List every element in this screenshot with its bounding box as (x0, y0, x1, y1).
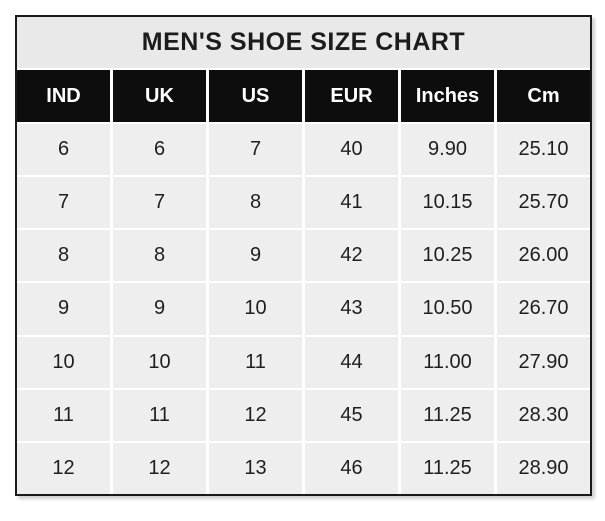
table-cell: 12 (113, 442, 206, 494)
table-cell: 9 (17, 283, 110, 335)
table-cell: 11.25 (401, 389, 494, 441)
column-header-ind: IND (17, 70, 110, 122)
table-cell: 10 (209, 283, 302, 335)
table-cell: 40 (305, 124, 398, 176)
table-cell: 8 (209, 177, 302, 229)
table-cell: 11.00 (401, 336, 494, 388)
table-cell: 8 (113, 230, 206, 282)
table-cell: 26.00 (497, 230, 590, 282)
table-cell: 42 (305, 230, 398, 282)
column-header-cm: Cm (497, 70, 590, 122)
table-cell: 11 (17, 389, 110, 441)
table-cell: 8 (17, 230, 110, 282)
table-cell: 43 (305, 283, 398, 335)
table-cell: 25.70 (497, 177, 590, 229)
chart-frame: MEN'S SHOE SIZE CHART IND UK US EUR Inches Cm… (15, 15, 592, 496)
table-cell: 9 (113, 283, 206, 335)
table-cell: 9.90 (401, 124, 494, 176)
table-cell: 11 (209, 336, 302, 388)
table-cell: 28.30 (497, 389, 590, 441)
table-cell: 10 (17, 336, 110, 388)
column-header-eur: EUR (305, 70, 398, 122)
table-cell: 6 (17, 124, 110, 176)
chart-title: MEN'S SHOE SIZE CHART (17, 17, 590, 68)
table-cell: 7 (113, 177, 206, 229)
column-header-us: US (209, 70, 302, 122)
table-cell: 13 (209, 442, 302, 494)
table-cell: 10.25 (401, 230, 494, 282)
table-cell: 11 (113, 389, 206, 441)
table-cell: 12 (17, 442, 110, 494)
table-cell: 26.70 (497, 283, 590, 335)
table-cell: 7 (209, 124, 302, 176)
size-chart-table: MEN'S SHOE SIZE CHART IND UK US EUR Inches Cm… (17, 17, 590, 494)
column-header-inches: Inches (401, 70, 494, 122)
table-cell: 41 (305, 177, 398, 229)
table-cell: 27.90 (497, 336, 590, 388)
table-cell: 44 (305, 336, 398, 388)
table-cell: 6 (113, 124, 206, 176)
table-cell: 9 (209, 230, 302, 282)
table-cell: 12 (209, 389, 302, 441)
table-cell: 7 (17, 177, 110, 229)
table-cell: 10.50 (401, 283, 494, 335)
table-cell: 10 (113, 336, 206, 388)
table-cell: 25.10 (497, 124, 590, 176)
table-cell: 46 (305, 442, 398, 494)
table-cell: 11.25 (401, 442, 494, 494)
table-cell: 45 (305, 389, 398, 441)
column-header-uk: UK (113, 70, 206, 122)
table-cell: 10.15 (401, 177, 494, 229)
table-cell: 28.90 (497, 442, 590, 494)
